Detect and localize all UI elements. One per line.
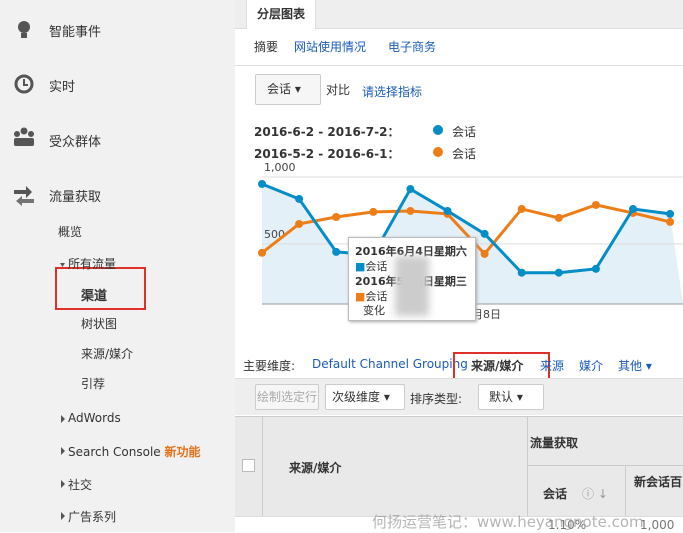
sort-label: 排序类型: <box>410 392 463 406</box>
point <box>480 249 489 258</box>
point <box>406 185 415 194</box>
legend-metric: 会话 <box>452 125 477 139</box>
option-label: 其他 <box>618 359 643 373</box>
nav-subitem[interactable]: 树状图 <box>81 317 118 331</box>
point <box>258 248 266 257</box>
subtab[interactable]: 网站使用情况 <box>294 40 367 54</box>
legend-range: 2016-6-2 - 2016-7-2： <box>254 125 400 139</box>
secondary-dimension[interactable]: 次级维度 ▾ <box>325 384 405 410</box>
nav-subitem[interactable]: 引荐 <box>81 377 106 391</box>
col-divider <box>262 416 263 516</box>
point <box>517 268 526 277</box>
nav-label: Search Console <box>68 445 161 459</box>
group-header: 流量获取 <box>530 436 579 450</box>
point <box>295 194 304 203</box>
cell: 1,000 <box>640 518 675 532</box>
nav-subitem[interactable]: 所有流量 <box>68 257 117 271</box>
row-divider <box>527 465 683 466</box>
compare-label: 对比 <box>326 83 351 97</box>
legend-range: 2016-5-2 - 2016-6-1： <box>254 147 400 161</box>
legend-dot <box>433 147 443 157</box>
dimension-option[interactable]: 其他 ▾ <box>618 359 652 373</box>
nav-subitem[interactable]: 来源/媒介 <box>81 347 134 361</box>
point <box>480 229 489 238</box>
sort-arrow: ⓘ ↓ <box>582 487 608 501</box>
choose-metric[interactable]: 请选择指标 <box>362 85 423 99</box>
y-tick-label: 1,000 <box>264 161 296 174</box>
dimension-label: 主要维度: <box>243 359 296 373</box>
point <box>443 206 452 215</box>
nav-subitem[interactable]: 概览 <box>58 225 83 239</box>
subtab[interactable]: 摘要 <box>254 40 279 54</box>
column-header[interactable]: 会话 <box>543 487 568 501</box>
point <box>332 247 341 256</box>
nav-item[interactable]: 智能事件 <box>49 25 102 40</box>
table-header <box>235 416 683 517</box>
sidebar-icons <box>14 21 146 520</box>
point <box>591 264 600 273</box>
point <box>406 206 415 215</box>
column-header[interactable]: 新会话百 <box>634 475 683 489</box>
point <box>517 204 526 213</box>
blur-mask <box>395 256 429 316</box>
dimension-option[interactable]: 来源/媒介 <box>471 359 524 373</box>
watermark: 何扬运营笔记：www.heyangnote.com <box>372 513 644 531</box>
dimension-option[interactable]: 来源 <box>540 359 565 373</box>
new-badge: 新功能 <box>164 445 201 459</box>
nav-subitem[interactable]: AdWords <box>68 411 121 425</box>
plot-rows-button[interactable]: 绘制选定行 <box>255 384 319 410</box>
legend-dot <box>433 125 443 135</box>
dimension-option[interactable]: Default Channel Grouping <box>312 357 468 371</box>
nav-subitem[interactable]: 社交 <box>68 478 93 492</box>
column-header[interactable]: 来源/媒介 <box>289 461 342 475</box>
col-divider <box>625 465 626 516</box>
nav-subitem[interactable]: Search Console 新功能 <box>68 443 201 460</box>
metric-select[interactable]: 会话 ▾ <box>255 74 321 105</box>
nav-item[interactable]: 流量获取 <box>49 190 102 205</box>
legend-metric: 会话 <box>452 147 477 161</box>
nav-subitem[interactable]: 广告系列 <box>68 510 117 524</box>
sort-select[interactable]: 默认 ▾ <box>478 384 544 410</box>
tooltip-row: ■会话 <box>355 260 388 273</box>
tooltip-metric: 会话 <box>365 290 388 303</box>
metric-label: 会话 <box>267 82 292 96</box>
series-line <box>261 203 671 257</box>
tooltip: 2016年6月4日星期六 ■会话 2016年5月4日星期三 ■会话 变化 <box>348 237 476 321</box>
point <box>554 213 563 222</box>
sidebar <box>0 0 235 532</box>
button-label: 默认 <box>489 390 514 404</box>
point <box>295 219 304 228</box>
point <box>554 268 563 277</box>
tooltip-row: ■会话 <box>355 290 388 303</box>
series-line <box>261 182 671 275</box>
checkbox[interactable] <box>242 459 255 472</box>
tab[interactable]: 分层图表 <box>246 0 316 29</box>
point <box>258 179 266 188</box>
col-divider <box>527 416 528 516</box>
nav-item[interactable]: 受众群体 <box>49 135 102 150</box>
x-tick-label: 月8日 <box>472 308 501 321</box>
tooltip-metric: 会话 <box>365 260 388 273</box>
tooltip-change: 变化 <box>363 304 385 317</box>
dimension-option[interactable]: 媒介 <box>579 359 604 373</box>
nav-subitem[interactable]: 渠道 <box>81 289 108 304</box>
subtab[interactable]: 电子商务 <box>388 40 437 54</box>
point <box>369 207 378 216</box>
point <box>629 204 637 213</box>
cell: 1.10% <box>548 518 587 532</box>
point <box>591 200 600 209</box>
table-row <box>235 516 683 533</box>
tooltip-date: 2016年6月4日星期六 <box>355 245 467 258</box>
point <box>666 209 675 218</box>
nav-item[interactable]: 实时 <box>49 80 76 95</box>
button-label: 次级维度 <box>332 390 381 404</box>
point <box>666 217 675 226</box>
divider <box>235 65 683 66</box>
point <box>332 212 341 221</box>
